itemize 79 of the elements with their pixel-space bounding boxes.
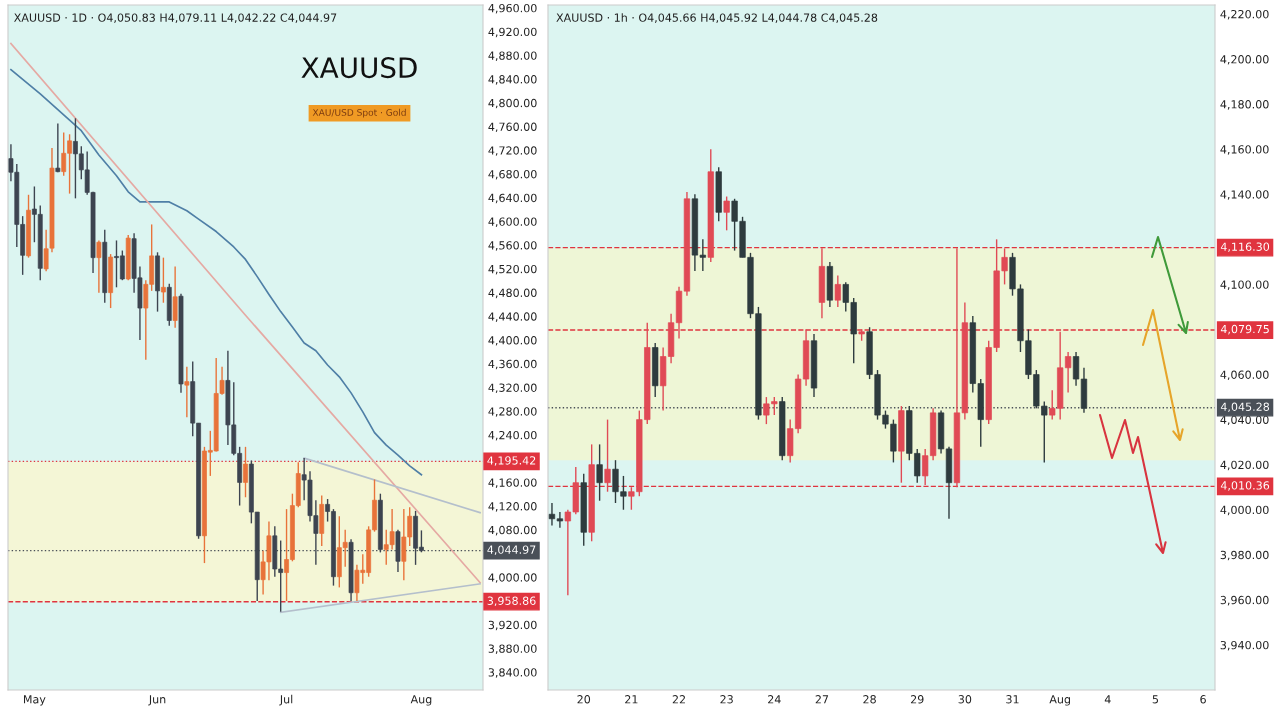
y-tick-label: 4,640.00 (488, 193, 537, 204)
x-tick-label: May (23, 695, 46, 706)
y-tick-label: 4,100.00 (1220, 280, 1269, 290)
y-tick-label: 4,240.00 (488, 430, 537, 441)
candlestick (161, 256, 166, 304)
x-tick-label: Aug (410, 695, 432, 706)
ref-line-label: 4,010.36 (1220, 481, 1270, 491)
annotation: XAU/USD Spot · Gold (312, 108, 406, 118)
y-tick-label: 4,160.00 (1220, 145, 1269, 155)
y-tick-label: 4,040.00 (1220, 415, 1269, 426)
x-tick-label: 24 (768, 695, 781, 704)
y-tick-label: 4,020.00 (1220, 460, 1269, 471)
text: XAUUSD · 1h · O4,045.66 H4,045.92 L4,044.78 C4,045.28 (556, 13, 878, 23)
y-tick-label: 4,560.00 (488, 241, 537, 251)
y-tick-label: 4,000.00 (488, 573, 537, 583)
y-tick-label: 3,840.00 (488, 668, 537, 678)
x-tick-label: 23 (720, 695, 733, 704)
y-tick-label: 4,440.00 (488, 312, 537, 322)
ref-line-label: 4,195.42 (487, 456, 536, 466)
y-tick-label: 4,960.00 (488, 3, 537, 14)
x-tick-label: Jul (279, 694, 293, 706)
y-tick-label: 4,180.00 (1220, 100, 1269, 110)
candlestick (243, 446, 248, 498)
y-tick-label: 4,220.00 (1220, 9, 1269, 20)
y-tick-label: 4,320.00 (488, 383, 537, 394)
x-tick-label: 28 (863, 695, 876, 704)
candlestick (1072, 351, 1080, 387)
y-tick-label: 4,060.00 (1220, 370, 1269, 381)
y-tick-label: 3,880.00 (488, 644, 537, 654)
y-tick-label: 3,980.00 (1220, 550, 1269, 561)
y-tick-label: 4,760.00 (488, 122, 537, 133)
y-tick-label: 4,140.00 (1220, 190, 1269, 200)
candlestick (604, 418, 611, 493)
y-tick-label: 3,940.00 (1220, 640, 1269, 651)
ref-line-label: 3,958.86 (487, 596, 536, 607)
y-tick-label: 4,400.00 (488, 336, 537, 346)
y-tick-label: 4,800.00 (488, 98, 537, 109)
y-tick-label: 4,160.00 (488, 478, 537, 488)
x-tick-label: 5 (1152, 695, 1159, 704)
x-tick-label: Jun (148, 695, 166, 706)
y-tick-label: 4,200.00 (1220, 55, 1269, 65)
candlestick (184, 366, 190, 418)
y-tick-label: 4,920.00 (488, 27, 537, 38)
ref-line-label: 4,116.30 (1220, 242, 1270, 253)
x-tick-label: 21 (625, 695, 638, 704)
y-tick-label: 4,120.00 (488, 502, 537, 512)
y-tick-label: 3,920.00 (488, 620, 537, 631)
x-tick-label: 29 (910, 695, 924, 704)
y-tick-label: 4,000.00 (1220, 505, 1269, 516)
x-tick-label: 22 (672, 695, 685, 704)
x-tick-label: 20 (577, 695, 591, 704)
candlestick (834, 274, 841, 308)
y-tick-label: 4,280.00 (488, 407, 537, 417)
candlestick (596, 443, 603, 502)
x-tick-label: 6 (1200, 695, 1206, 704)
y-tick-label: 4,680.00 (488, 170, 537, 180)
x-tick-label: 4 (1104, 695, 1111, 704)
x-tick-label: 27 (815, 695, 829, 704)
y-tick-label: 4,080.00 (488, 525, 537, 536)
ref-line-label: 4,044.97 (487, 545, 536, 555)
y-tick-label: 4,480.00 (488, 288, 537, 299)
y-tick-label: 4,880.00 (488, 51, 537, 61)
x-tick-label: Aug (1049, 695, 1070, 706)
candlestick (723, 195, 730, 232)
y-tick-label: 4,360.00 (488, 359, 537, 370)
ref-line-label: 4,079.75 (1220, 324, 1269, 335)
text: XAUUSD · 1D · O4,050.83 H4,079.11 L4,042.22 C4,044.97 (14, 13, 337, 23)
candlestick (96, 239, 102, 294)
candlestick (172, 265, 178, 329)
y-tick-label: 4,600.00 (488, 217, 537, 227)
ref-line-label: 4,045.28 (1220, 402, 1270, 413)
y-tick-label: 4,840.00 (488, 75, 537, 85)
y-tick-label: 3,960.00 (1220, 595, 1269, 606)
y-tick-label: 4,520.00 (488, 264, 537, 275)
annotation: XAUUSD (301, 57, 417, 79)
candlestick (55, 122, 61, 173)
x-tick-label: 31 (1006, 695, 1019, 704)
y-tick-label: 4,720.00 (488, 146, 537, 156)
x-tick-label: 30 (958, 695, 972, 704)
